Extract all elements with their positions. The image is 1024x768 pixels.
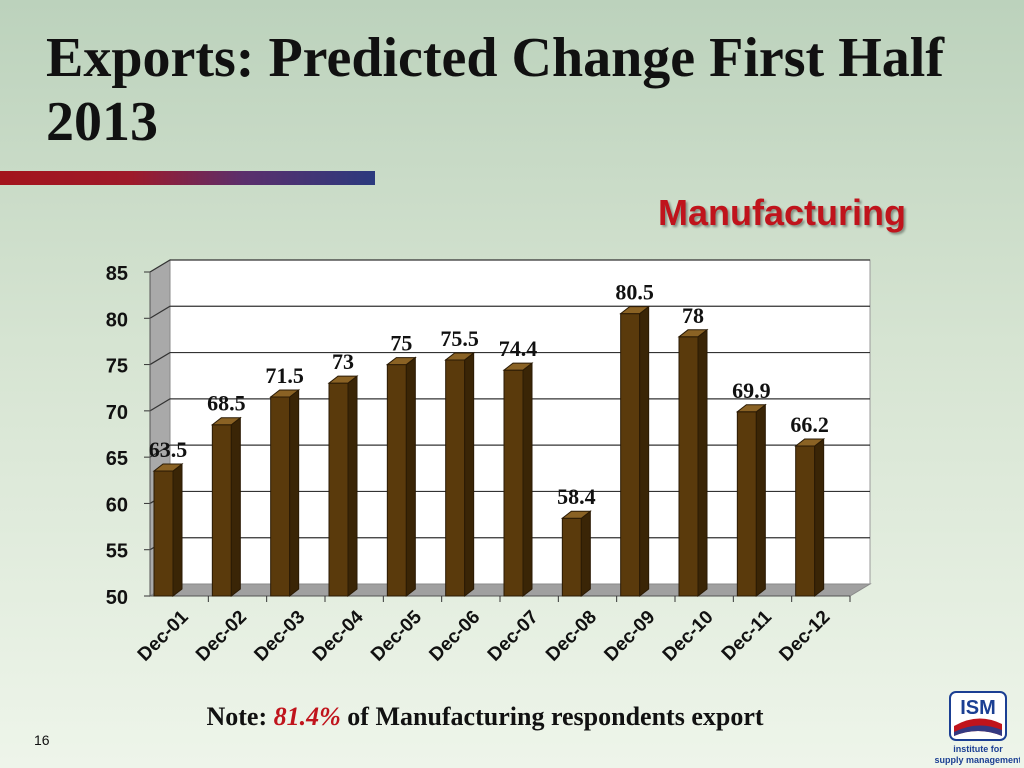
bar-front xyxy=(736,411,757,597)
x-tick-label: Dec-09 xyxy=(600,607,659,666)
bar-top xyxy=(210,417,242,426)
x-tick-label: Dec-03 xyxy=(250,607,309,666)
slide-title: Exports: Predicted Change First Half 201… xyxy=(46,27,944,153)
y-tick-label: 65 xyxy=(106,448,128,470)
bar-chart: 50 55 60 65 70 75 80 85 63.5 Dec-01 68.5 Dec-02 71.5… xyxy=(106,259,872,666)
bar-top xyxy=(619,306,651,315)
bar-top xyxy=(560,510,592,519)
bar-top xyxy=(444,352,476,361)
bar-front xyxy=(620,313,641,597)
bar xyxy=(794,438,826,598)
data-label: 73 xyxy=(332,349,354,374)
bar-side xyxy=(639,305,650,598)
bar-side xyxy=(464,351,475,598)
bar xyxy=(269,388,301,598)
data-label: 75.5 xyxy=(440,326,479,351)
bar-top xyxy=(502,362,534,371)
bar-side xyxy=(405,356,416,598)
data-label: 78 xyxy=(682,303,704,328)
data-label: 75 xyxy=(390,331,412,356)
bar-top xyxy=(269,389,301,398)
logo-tagline-2: supply management xyxy=(934,755,1020,765)
bar-front xyxy=(795,445,816,597)
note-highlight: 81.4% xyxy=(273,702,341,731)
note-text: Note: 81.4% of Manufacturing respondents… xyxy=(0,702,970,732)
x-tick-label: Dec-10 xyxy=(659,607,718,666)
bar xyxy=(444,351,476,598)
bar-side xyxy=(172,463,183,598)
bar-side xyxy=(230,416,241,598)
bar-top xyxy=(677,329,709,338)
bar xyxy=(560,510,592,598)
x-tick-label: Dec-04 xyxy=(309,606,368,665)
bar-front xyxy=(561,517,582,597)
bar-side xyxy=(755,403,766,598)
y-tick-label: 55 xyxy=(106,541,128,563)
bar-top xyxy=(327,375,359,384)
y-tick-label: 70 xyxy=(106,402,128,424)
gridline xyxy=(149,259,870,273)
chart-title: Manufacturing xyxy=(658,192,906,233)
bar-front xyxy=(211,424,232,597)
x-tick-label: Dec-12 xyxy=(775,607,834,666)
bar xyxy=(677,328,709,598)
bar-front xyxy=(503,369,524,597)
logo-tagline-1: institute for xyxy=(953,744,1003,754)
data-label: 63.5 xyxy=(149,437,188,462)
bar xyxy=(210,416,242,598)
logo-mark: ISM xyxy=(960,697,996,719)
y-tick-label: 85 xyxy=(106,263,128,285)
bar-side xyxy=(347,375,358,598)
bar-side xyxy=(580,510,591,598)
data-label: 58.4 xyxy=(557,484,596,509)
bar xyxy=(327,375,359,598)
bar-top xyxy=(152,463,184,472)
data-label: 69.9 xyxy=(732,378,771,403)
data-label: 71.5 xyxy=(265,363,304,388)
bar-top xyxy=(794,438,826,447)
data-label: 68.5 xyxy=(207,391,246,416)
bar xyxy=(619,305,651,598)
y-tick-label: 50 xyxy=(106,587,128,609)
x-tick-label: Dec-07 xyxy=(484,607,543,666)
page-number: 16 xyxy=(34,732,50,748)
data-label: 66.2 xyxy=(790,412,829,437)
bar xyxy=(152,463,184,598)
title-divider xyxy=(0,171,375,185)
bar-side xyxy=(289,388,300,598)
y-tick-label: 60 xyxy=(106,494,128,516)
bar-front xyxy=(270,396,291,597)
note-suffix: of Manufacturing respondents export xyxy=(347,702,764,731)
bar-side xyxy=(814,438,825,598)
x-tick-label: Dec-08 xyxy=(542,607,601,666)
note-prefix: Note: xyxy=(206,702,268,731)
bar xyxy=(502,362,534,598)
x-tick-label: Dec-05 xyxy=(367,606,426,665)
bar-front xyxy=(328,382,349,597)
bar xyxy=(385,356,417,598)
data-label: 80.5 xyxy=(615,280,654,305)
ism-logo: ISM institute for supply management xyxy=(934,691,1020,765)
bar-front xyxy=(678,336,699,597)
bar xyxy=(735,403,767,598)
y-tick-label: 75 xyxy=(106,356,128,378)
bar-top xyxy=(735,404,767,413)
x-tick-label: Dec-01 xyxy=(134,606,193,665)
x-tick-label: Dec-02 xyxy=(192,607,251,666)
y-tick-label: 80 xyxy=(106,309,128,331)
bar-side xyxy=(522,362,533,598)
x-tick-label: Dec-06 xyxy=(425,607,484,666)
x-tick-label: Dec-11 xyxy=(718,606,776,664)
bar-front xyxy=(445,359,466,597)
bar-side xyxy=(697,328,708,598)
bar-front xyxy=(153,470,174,597)
data-label: 74.4 xyxy=(499,336,538,361)
bar-top xyxy=(385,357,417,366)
bar-front xyxy=(386,364,407,597)
